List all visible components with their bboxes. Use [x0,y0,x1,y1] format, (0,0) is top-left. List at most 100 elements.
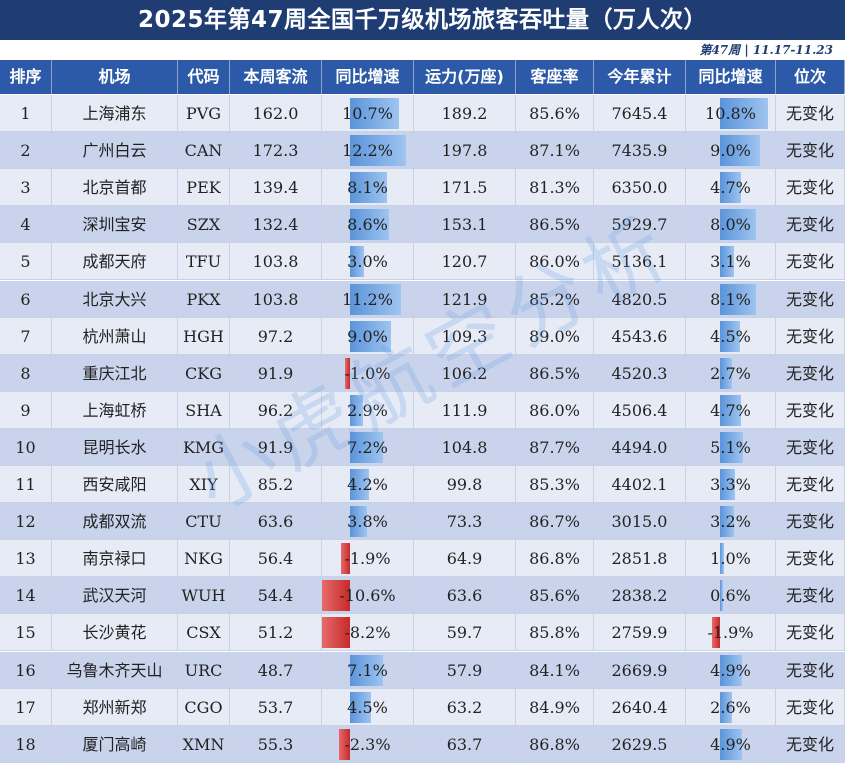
header-capacity: 运力(万座) [414,60,516,94]
weekly-yoy-value: -2.3% [344,734,391,754]
table-row [0,132,845,170]
cell-capacity: 104.8 [414,428,516,466]
ytd-yoy-value: 2.6% [710,697,751,717]
cell-capacity: 63.2 [414,688,516,726]
capacity-value: 171.5 [441,178,488,198]
cell-ytd-total: 4820.5 [594,280,686,318]
yoy-bar [720,728,742,760]
cell-airport: 成都天府 [52,243,178,281]
weekly-yoy-value: 11.2% [342,289,393,309]
cell-ytd-yoy: 2.7% [686,354,776,392]
cell-weekly-yoy: -8.2% [322,614,414,652]
yoy-bar [350,431,384,463]
cell-weekly-traffic: 91.9 [230,428,322,466]
table-row [0,206,845,244]
cell-load-factor: 84.9% [516,688,594,726]
yoy-bar [341,543,350,575]
rank-value: 1 [20,104,31,123]
weekly-traffic-value: 53.7 [257,697,294,717]
cell-airport: 杭州萧山 [52,317,178,355]
yoy-bar [720,394,741,426]
cell-ytd-yoy: 10.8% [686,95,776,132]
cell-rank: 14 [0,577,52,615]
yoy-bar [350,98,400,129]
cell-rank-change: 无变化 [776,354,845,392]
cell-ytd-total: 7645.4 [594,95,686,132]
cell-code: CTU [178,503,230,541]
rank-value: 10 [15,437,36,457]
weekly-yoy-value: 12.2% [342,141,393,161]
ytd-yoy-value: 4.7% [710,178,751,198]
yoy-bar [720,357,732,389]
airport-value: 深圳宝安 [82,215,147,235]
rank-change-value: 无变化 [785,400,834,420]
ytd-total-value: 2851.8 [611,549,668,569]
yoy-bar [720,580,723,612]
load-factor-value: 86.8% [529,549,580,569]
cell-ytd-yoy: 3.1% [686,243,776,281]
load-factor-value: 84.1% [529,660,580,680]
rank-value: 17 [15,697,36,717]
rank-change-value: 无变化 [785,326,834,346]
code-value: CGO [184,697,223,717]
cell-code: HGH [178,317,230,355]
cell-weekly-traffic: 55.3 [230,725,322,763]
ytd-total-value: 4520.3 [611,363,668,383]
ytd-total-value: 4820.5 [611,289,668,309]
ytd-yoy-value: 3.1% [710,252,751,272]
ytd-yoy-value: 2.7% [710,363,751,383]
table-row [0,651,845,689]
cell-weekly-traffic: 97.2 [230,317,322,355]
cell-weekly-traffic: 51.2 [230,614,322,652]
code-value: CTU [185,512,222,532]
yoy-bar [720,283,756,315]
yoy-bar [350,691,371,723]
code-value: PVG [185,104,222,123]
cell-code: XIY [178,466,230,503]
table-row [0,243,845,281]
cell-airport: 北京首都 [52,169,178,207]
capacity-value: 64.9 [446,549,483,569]
cell-code: KMG [178,428,230,466]
yoy-bar [350,135,406,167]
cell-ytd-total: 2640.4 [594,688,686,726]
cell-weekly-yoy: 7.1% [322,651,414,689]
cell-code: PEK [178,169,230,207]
code-value: PKX [186,289,221,309]
ytd-total-value: 2669.9 [611,660,668,680]
cell-airport: 成都双流 [52,503,178,541]
capacity-value: 111.9 [441,400,488,420]
ytd-total-value: 6350.0 [611,178,668,198]
ytd-total-value: 3015.0 [611,512,668,532]
code-value: XMN [182,734,225,754]
ytd-yoy-value: 10.8% [705,104,756,123]
cell-weekly-traffic: 103.8 [230,243,322,281]
rank-change-value: 无变化 [785,141,834,161]
yoy-bar [350,394,364,426]
cell-capacity: 153.1 [414,206,516,244]
cell-load-factor: 81.3% [516,169,594,207]
cell-rank: 1 [0,95,52,132]
cell-rank: 5 [0,243,52,281]
table-row [0,428,845,466]
cell-weekly-traffic: 48.7 [230,651,322,689]
cell-code: URC [178,651,230,689]
cell-rank-change: 无变化 [776,95,845,132]
weekly-yoy-value: -1.0% [344,363,391,383]
code-value: PEK [186,178,221,198]
capacity-value: 57.9 [446,660,483,680]
cell-airport: 深圳宝安 [52,206,178,244]
rank-value: 4 [20,215,31,235]
cell-code: CSX [178,614,230,652]
cell-rank: 16 [0,651,52,689]
cell-code: XMN [178,725,230,763]
cell-weekly-traffic: 162.0 [230,95,322,132]
cell-weekly-traffic: 63.6 [230,503,322,541]
capacity-value: 99.8 [446,475,483,494]
cell-ytd-total: 6350.0 [594,169,686,207]
yoy-bar [720,172,741,204]
weekly-yoy-value: 8.6% [347,215,388,235]
weekly-traffic-value: 103.8 [252,289,299,309]
cell-airport: 上海虹桥 [52,391,178,429]
capacity-value: 73.3 [446,512,483,532]
